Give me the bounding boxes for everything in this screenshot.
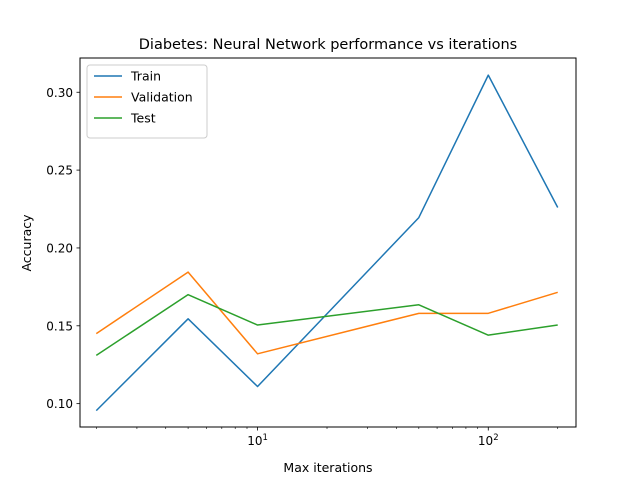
legend-box [86,64,208,139]
legend: Train Validation Test [86,64,208,139]
x-tick-label-exponent: 2 [493,433,498,443]
plot-frame [79,57,577,428]
x-tick-label-base: 10 [247,434,262,448]
y-tick-label: 0.20 [46,241,73,255]
legend-label: Train [130,69,161,84]
chart-title: Diabetes: Neural Network performance vs … [139,37,517,53]
series-lines [95,74,559,412]
y-axis-label: Accuracy [19,214,34,272]
legend-label: Test [130,111,156,126]
x-tick-label-base: 10 [478,434,493,448]
x-tick-label: 101 [247,433,268,448]
y-tick-label: 0.15 [46,319,73,333]
series-line-test [95,293,558,357]
y-tick-label: 0.25 [46,164,73,178]
x-tick-label: 102 [478,433,499,448]
y-axis: 0.10 0.15 0.20 0.25 0.30 [46,86,80,411]
x-axis: 101 102 [95,427,559,448]
legend-label: Validation [131,90,193,105]
x-tick-label-exponent: 1 [262,433,267,443]
x-axis-label: Max iterations [283,460,372,475]
series-line-validation [95,271,558,355]
series-line-train [95,74,559,412]
y-tick-label: 0.10 [46,397,73,411]
y-tick-label: 0.30 [46,86,73,100]
